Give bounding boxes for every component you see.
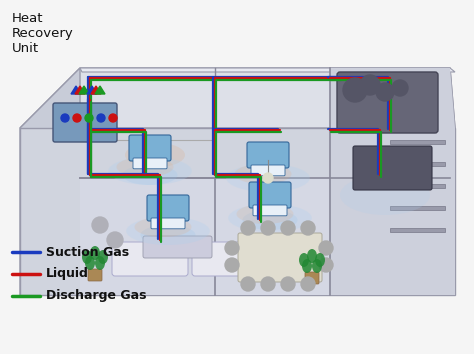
Polygon shape bbox=[91, 86, 101, 94]
FancyBboxPatch shape bbox=[53, 103, 117, 142]
Bar bbox=[390, 184, 445, 188]
Polygon shape bbox=[20, 128, 455, 295]
Polygon shape bbox=[75, 86, 85, 94]
FancyBboxPatch shape bbox=[192, 242, 268, 276]
FancyBboxPatch shape bbox=[249, 182, 291, 208]
FancyBboxPatch shape bbox=[305, 272, 319, 284]
Circle shape bbox=[61, 114, 69, 122]
FancyBboxPatch shape bbox=[151, 218, 185, 229]
FancyBboxPatch shape bbox=[253, 205, 287, 216]
Circle shape bbox=[281, 221, 295, 235]
Text: Discharge Gas: Discharge Gas bbox=[46, 290, 146, 303]
Circle shape bbox=[360, 75, 380, 95]
Circle shape bbox=[343, 78, 367, 102]
Ellipse shape bbox=[312, 259, 322, 273]
Polygon shape bbox=[79, 86, 89, 94]
Ellipse shape bbox=[125, 143, 185, 167]
Circle shape bbox=[301, 277, 315, 291]
FancyBboxPatch shape bbox=[112, 242, 188, 276]
Ellipse shape bbox=[315, 253, 325, 267]
FancyBboxPatch shape bbox=[247, 142, 289, 168]
Ellipse shape bbox=[95, 256, 105, 270]
Ellipse shape bbox=[122, 165, 177, 185]
Bar bbox=[390, 162, 445, 166]
Polygon shape bbox=[330, 68, 455, 295]
Circle shape bbox=[301, 221, 315, 235]
Circle shape bbox=[85, 114, 93, 122]
Polygon shape bbox=[450, 68, 455, 295]
Circle shape bbox=[225, 258, 239, 272]
FancyBboxPatch shape bbox=[353, 146, 432, 190]
Circle shape bbox=[263, 173, 273, 183]
Ellipse shape bbox=[235, 164, 292, 184]
Circle shape bbox=[261, 221, 275, 235]
Circle shape bbox=[319, 258, 333, 272]
Ellipse shape bbox=[135, 217, 191, 237]
FancyBboxPatch shape bbox=[251, 165, 285, 176]
FancyBboxPatch shape bbox=[143, 236, 212, 258]
Ellipse shape bbox=[140, 225, 195, 245]
Ellipse shape bbox=[108, 157, 192, 185]
Circle shape bbox=[92, 217, 108, 233]
Ellipse shape bbox=[340, 175, 430, 215]
Circle shape bbox=[281, 277, 295, 291]
Bar bbox=[390, 140, 445, 144]
Ellipse shape bbox=[307, 249, 317, 263]
Bar bbox=[390, 228, 445, 232]
Ellipse shape bbox=[82, 250, 92, 264]
Circle shape bbox=[97, 114, 105, 122]
Circle shape bbox=[109, 114, 117, 122]
Circle shape bbox=[392, 80, 408, 96]
Circle shape bbox=[261, 277, 275, 291]
Bar bbox=[390, 206, 445, 210]
Circle shape bbox=[241, 277, 255, 291]
Circle shape bbox=[376, 83, 394, 101]
Ellipse shape bbox=[90, 246, 100, 260]
Polygon shape bbox=[87, 86, 97, 94]
Polygon shape bbox=[20, 68, 455, 128]
FancyBboxPatch shape bbox=[129, 135, 171, 161]
Ellipse shape bbox=[117, 157, 173, 177]
Polygon shape bbox=[80, 178, 330, 295]
Polygon shape bbox=[71, 86, 81, 94]
Circle shape bbox=[107, 232, 123, 248]
Ellipse shape bbox=[126, 217, 210, 245]
Ellipse shape bbox=[98, 250, 108, 264]
FancyBboxPatch shape bbox=[147, 195, 189, 221]
Circle shape bbox=[73, 114, 81, 122]
Ellipse shape bbox=[243, 210, 298, 230]
Text: Suction Gas: Suction Gas bbox=[46, 246, 129, 258]
Ellipse shape bbox=[226, 164, 310, 192]
Circle shape bbox=[241, 221, 255, 235]
Ellipse shape bbox=[299, 253, 309, 267]
Ellipse shape bbox=[302, 259, 312, 273]
Ellipse shape bbox=[85, 256, 95, 270]
Polygon shape bbox=[95, 86, 105, 94]
Circle shape bbox=[225, 241, 239, 255]
FancyBboxPatch shape bbox=[88, 269, 102, 281]
Ellipse shape bbox=[228, 204, 312, 232]
Ellipse shape bbox=[237, 204, 293, 224]
Polygon shape bbox=[80, 68, 455, 72]
FancyBboxPatch shape bbox=[337, 72, 438, 133]
Text: Liquid: Liquid bbox=[46, 268, 89, 280]
FancyBboxPatch shape bbox=[133, 158, 167, 169]
Circle shape bbox=[319, 241, 333, 255]
Text: Heat
Recovery
Unit: Heat Recovery Unit bbox=[12, 12, 74, 55]
Polygon shape bbox=[20, 68, 80, 295]
Ellipse shape bbox=[360, 158, 420, 183]
FancyBboxPatch shape bbox=[238, 233, 322, 282]
